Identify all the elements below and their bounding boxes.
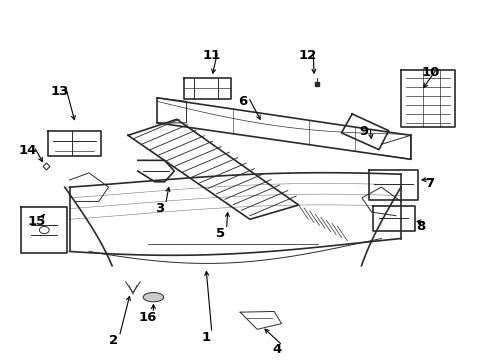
Text: 7: 7: [426, 177, 435, 190]
Ellipse shape: [143, 293, 164, 302]
Text: 8: 8: [416, 220, 425, 233]
Text: 10: 10: [422, 66, 441, 79]
Text: 3: 3: [155, 202, 164, 215]
Text: 16: 16: [138, 311, 157, 324]
Text: 6: 6: [238, 95, 247, 108]
Text: 5: 5: [216, 227, 225, 240]
Text: 13: 13: [50, 85, 69, 98]
Text: 11: 11: [203, 49, 221, 62]
Text: 1: 1: [201, 331, 211, 344]
Text: 2: 2: [109, 334, 118, 347]
Text: 15: 15: [27, 215, 46, 228]
Text: 12: 12: [298, 49, 317, 62]
Text: 9: 9: [360, 125, 369, 138]
Circle shape: [39, 226, 49, 234]
Text: 4: 4: [272, 343, 281, 356]
Text: 14: 14: [19, 144, 37, 157]
